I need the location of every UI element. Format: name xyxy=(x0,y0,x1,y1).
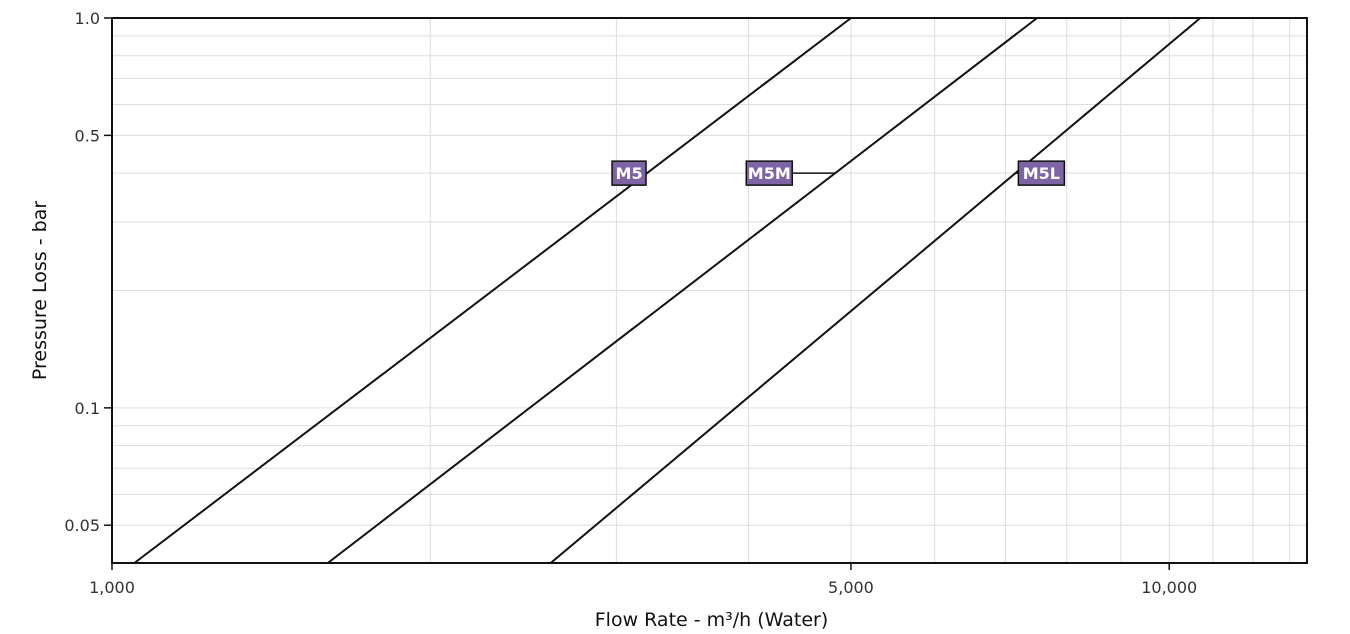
series-label-box-m5m xyxy=(745,160,794,186)
series-label-m5l: M5L xyxy=(1023,164,1060,183)
x-tick-label: 10,000 xyxy=(1141,578,1197,597)
series-labels: M5 M5M M5L xyxy=(611,160,1066,186)
series-label-box-m5 xyxy=(611,160,647,186)
x-tick-label: 1,000 xyxy=(89,578,135,597)
y-tick-label: 0.05 xyxy=(64,516,100,535)
grid xyxy=(112,18,1307,563)
y-tick-label: 0.5 xyxy=(75,126,100,145)
series-label-m5: M5 xyxy=(616,164,643,183)
axis-ticks: 1,000 5,000 10,000 0.05 0.1 0.5 1.0 xyxy=(64,9,1197,597)
y-tick-label: 0.1 xyxy=(75,399,100,418)
y-axis-title: Pressure Loss - bar xyxy=(29,201,51,380)
plot-frame xyxy=(111,17,1308,564)
x-axis-title: Flow Rate - m³/h (Water) xyxy=(595,609,829,631)
y-tick-label: 1.0 xyxy=(75,9,100,28)
series-label-box-m5l xyxy=(1017,160,1066,186)
series-label-m5m: M5M xyxy=(748,164,791,183)
x-tick-label: 5,000 xyxy=(828,578,874,597)
series-line-m5 xyxy=(133,17,852,564)
series-line-m5m xyxy=(327,17,1038,564)
series-line-m5l xyxy=(550,17,1201,564)
series-lines xyxy=(133,17,1201,564)
